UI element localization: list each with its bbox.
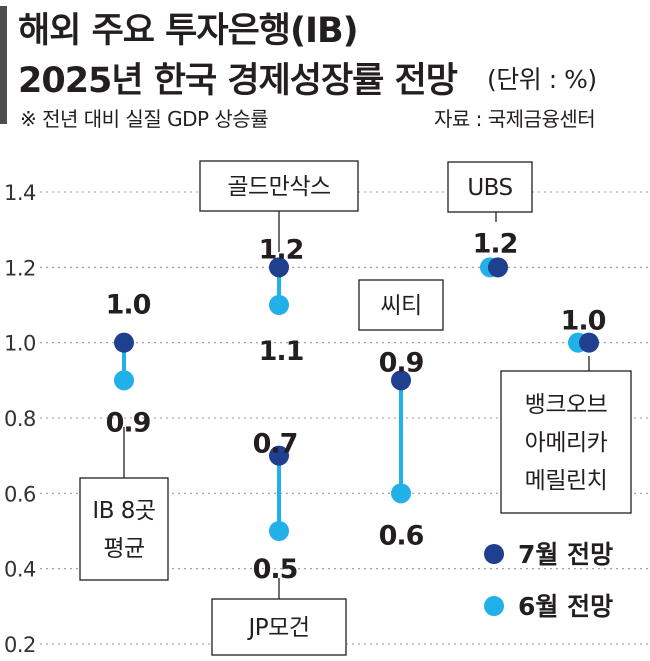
y-tick-1.4: 1.4 [4,181,36,205]
ubs-july-value: 1.2 [473,228,518,259]
gs-june-point [269,295,289,315]
gs-label-box [199,160,359,212]
jpm-label-box [211,598,347,656]
y-tick-0.6: 0.6 [4,482,36,506]
ubs-label-line-1: UBS [467,175,512,201]
y-axis-ticks: 1.4 1.2 1.0 0.8 0.6 0.4 0.2 [4,181,37,657]
gs-june-value: 1.1 [259,336,304,367]
citi-july-point [391,370,411,391]
y-tick-0.8: 0.8 [4,407,36,431]
gs-july-value: 1.2 [259,234,304,265]
y-tick-1.2: 1.2 [4,256,36,280]
citi-june-value: 0.6 [379,520,424,551]
ib8-label-line-1: IB 8곳 [92,498,155,524]
jpm-june-point [269,521,289,541]
y-tick-0.2: 0.2 [4,633,36,657]
footnote: ※ 전년 대비 실질 GDP 상승률 [20,107,269,131]
jpm-july-point [269,445,289,466]
citi-label-box [358,279,444,331]
ubs-july-point [488,257,508,278]
bofa-july-point [579,332,599,353]
ubs-label-box [447,161,533,213]
citi-label-line-1: 씨티 [380,293,421,319]
citi-june-point [391,483,411,504]
ib8-label-line-2: 평균 [103,536,144,562]
ib8-july-point [114,332,134,353]
callout-connectors [123,211,590,599]
unit-label: (단위 : %) [487,65,597,94]
bofa-label-line-1: 뱅크오브 [525,392,608,418]
jpm-june-value: 0.5 [253,554,298,585]
legend-june-marker [484,596,504,616]
jpm-july-value: 0.7 [253,429,298,460]
legend: 7월 전망 6월 전망 [484,540,613,621]
bofa-label-box [500,370,632,514]
title-accent-bar [0,6,7,124]
y-tick-0.4: 0.4 [4,558,36,582]
chart-title-line-1: 해외 주요 투자은행(IB) [18,11,359,51]
ib8-june-value: 0.9 [106,407,151,438]
legend-june-label: 6월 전망 [518,592,613,621]
gs-label-line-1: 골드만삭스 [227,174,330,200]
jpm-label-line-1: JP모건 [247,615,310,641]
citi-july-value: 0.9 [379,347,424,378]
bofa-label-line-2: 아메리카 [525,430,608,456]
data-points [114,257,599,541]
chart-title-line-2: 2025년 한국 경제성장률 전망 [18,61,458,101]
ib8-label-box [79,477,169,581]
source-label: 자료 : 국제금융센터 [434,107,596,131]
ib8-june-point [114,370,134,391]
bofa-label-line-3: 메릴린치 [525,468,608,494]
gs-july-point [269,257,289,278]
legend-july-label: 7월 전망 [518,540,613,569]
value-labels: 1.0 0.9 0.7 0.5 1.2 1.1 0.9 0.6 1.2 1.0 [106,228,607,585]
legend-july-marker [484,544,504,564]
y-tick-1.0: 1.0 [4,332,36,356]
bofa-july-value: 1.0 [561,306,606,337]
ib8-july-value: 1.0 [106,290,151,321]
